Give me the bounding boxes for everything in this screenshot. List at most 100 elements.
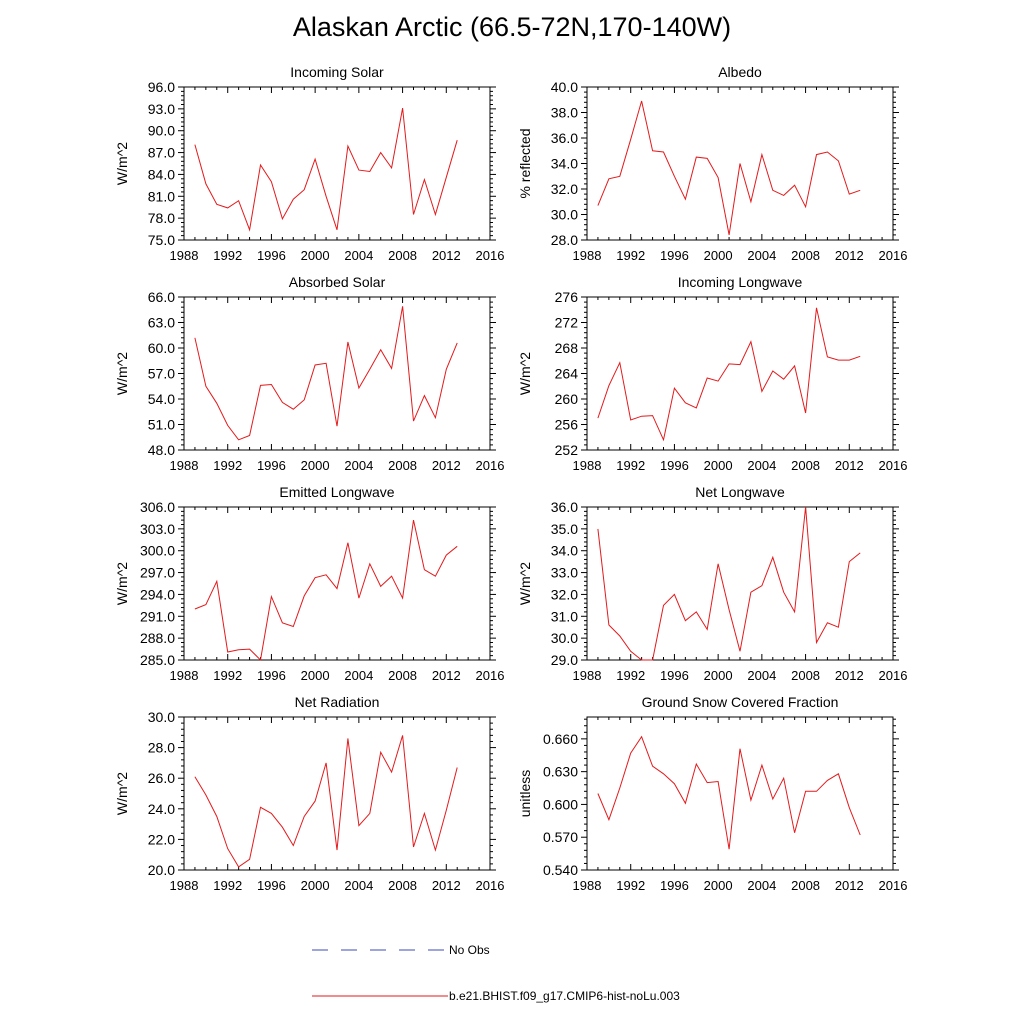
x-tick-label: 2016 <box>879 458 908 473</box>
y-tick-label: 288.0 <box>140 630 175 646</box>
x-tick-label: 2008 <box>791 248 820 263</box>
x-tick-label: 1992 <box>616 248 645 263</box>
y-tick-label: 84.0 <box>148 166 175 182</box>
plot-frame <box>183 506 491 661</box>
y-tick-label: 51.0 <box>148 417 175 433</box>
x-tick-label: 2016 <box>879 878 908 893</box>
series-line <box>597 100 861 235</box>
panel-5: Emitted Longwave W/m^2 1988 1992 1996 2000 200… <box>114 484 504 683</box>
legend-obs-label: No Obs <box>449 943 490 957</box>
panel-title: Ground Snow Covered Fraction <box>642 694 839 710</box>
y-tick-label: 252 <box>555 442 579 458</box>
x-tick-label: 2008 <box>388 668 417 683</box>
panel-title: Albedo <box>718 64 762 80</box>
x-tick-label: 2000 <box>301 458 330 473</box>
page-title: Alaskan Arctic (66.5-72N,170-140W) <box>292 12 732 42</box>
y-tick-label: 36.0 <box>551 499 578 515</box>
panel-title: Emitted Longwave <box>279 484 394 500</box>
y-tick-label: 30.0 <box>148 709 175 725</box>
y-tick-label: 63.0 <box>148 315 175 331</box>
y-tick-label: 31.0 <box>551 608 578 624</box>
y-tick-label: 40.0 <box>551 79 578 95</box>
legend-model-line <box>312 995 448 997</box>
x-tick-label: 2000 <box>704 668 733 683</box>
plot-frame <box>183 86 491 241</box>
x-tick-label: 1996 <box>660 458 689 473</box>
x-tick-label: 1996 <box>257 878 286 893</box>
x-tick-label: 2016 <box>476 668 505 683</box>
series-line <box>597 307 861 442</box>
y-tick-label: 306.0 <box>140 499 175 515</box>
y-tick-label: 30.0 <box>551 207 578 223</box>
x-tick-label: 2016 <box>476 458 505 473</box>
panel-6: Net Longwave W/m^2 1988 1992 1996 2000 2004 200… <box>517 484 907 683</box>
y-tick-label: 78.0 <box>148 210 175 226</box>
panel-1: Incoming Solar W/m^2 1988 1992 1996 2000 2004 2… <box>114 64 504 263</box>
y-tick-label: 32.0 <box>551 586 578 602</box>
x-tick-label: 1988 <box>170 458 199 473</box>
y-axis-label: W/m^2 <box>517 562 533 605</box>
y-tick-label: 81.0 <box>148 188 175 204</box>
y-axis-label: W/m^2 <box>114 562 130 605</box>
x-tick-label: 2012 <box>835 878 864 893</box>
y-tick-label: 268 <box>555 340 579 356</box>
series-line <box>597 506 861 661</box>
y-tick-label: 0.540 <box>543 862 578 878</box>
y-tick-label: 93.0 <box>148 101 175 117</box>
y-axis-label: W/m^2 <box>114 142 130 185</box>
y-tick-label: 30.0 <box>551 630 578 646</box>
y-tick-label: 36.0 <box>551 130 578 146</box>
y-tick-label: 48.0 <box>148 442 175 458</box>
x-tick-label: 2004 <box>747 668 776 683</box>
x-tick-label: 2004 <box>747 248 776 263</box>
plot-frame <box>183 296 491 451</box>
x-tick-label: 2004 <box>344 458 373 473</box>
plot-frame <box>586 296 894 451</box>
panel-3: Absorbed Solar W/m^2 1988 1992 1996 2000 2004 2… <box>114 274 504 473</box>
y-axis-label: W/m^2 <box>114 352 130 395</box>
legend-obs-line <box>312 949 448 951</box>
y-axis-label: % reflected <box>517 128 533 198</box>
x-tick-label: 1996 <box>660 248 689 263</box>
x-tick-label: 1992 <box>616 668 645 683</box>
x-tick-label: 1988 <box>170 248 199 263</box>
y-tick-label: 24.0 <box>148 801 175 817</box>
series-line <box>194 519 458 662</box>
x-tick-label: 2016 <box>879 668 908 683</box>
panel-title: Net Radiation <box>295 694 380 710</box>
y-tick-label: 75.0 <box>148 232 175 248</box>
panel-4: Incoming Longwave W/m^2 1988 1992 1996 2000 20… <box>517 274 907 473</box>
y-tick-label: 0.630 <box>543 764 578 780</box>
panel-title: Net Longwave <box>695 484 785 500</box>
x-tick-label: 2000 <box>704 458 733 473</box>
panel-title: Absorbed Solar <box>289 274 386 290</box>
y-tick-label: 96.0 <box>148 79 175 95</box>
x-tick-label: 2016 <box>476 878 505 893</box>
x-tick-label: 1988 <box>170 668 199 683</box>
x-tick-label: 2000 <box>301 248 330 263</box>
y-tick-label: 34.0 <box>551 543 578 559</box>
x-tick-label: 2004 <box>344 668 373 683</box>
x-tick-label: 2012 <box>835 668 864 683</box>
y-tick-label: 26.0 <box>148 770 175 786</box>
y-tick-label: 300.0 <box>140 543 175 559</box>
x-tick-label: 1996 <box>257 458 286 473</box>
legend-model-label: b.e21.BHIST.f09_g17.CMIP6-hist-noLu.003 <box>449 989 680 1003</box>
x-tick-label: 2000 <box>704 248 733 263</box>
y-axis-label: unitless <box>517 770 533 817</box>
x-tick-label: 1992 <box>213 668 242 683</box>
x-tick-label: 1988 <box>573 248 602 263</box>
panel-title: Incoming Solar <box>290 64 384 80</box>
y-tick-label: 0.600 <box>543 796 578 812</box>
y-tick-label: 0.660 <box>543 731 578 747</box>
y-tick-label: 28.0 <box>551 232 578 248</box>
y-tick-label: 57.0 <box>148 366 175 382</box>
x-tick-label: 2016 <box>879 248 908 263</box>
panel-8: Ground Snow Covered Fraction unitless 1988… <box>517 694 907 893</box>
x-tick-label: 2004 <box>344 878 373 893</box>
panel-2: Albedo % reflected 1988 1992 1996 2000 2004 200… <box>517 64 907 263</box>
plot-frame <box>586 716 894 871</box>
y-tick-label: 90.0 <box>148 123 175 139</box>
y-tick-label: 264 <box>555 366 579 382</box>
